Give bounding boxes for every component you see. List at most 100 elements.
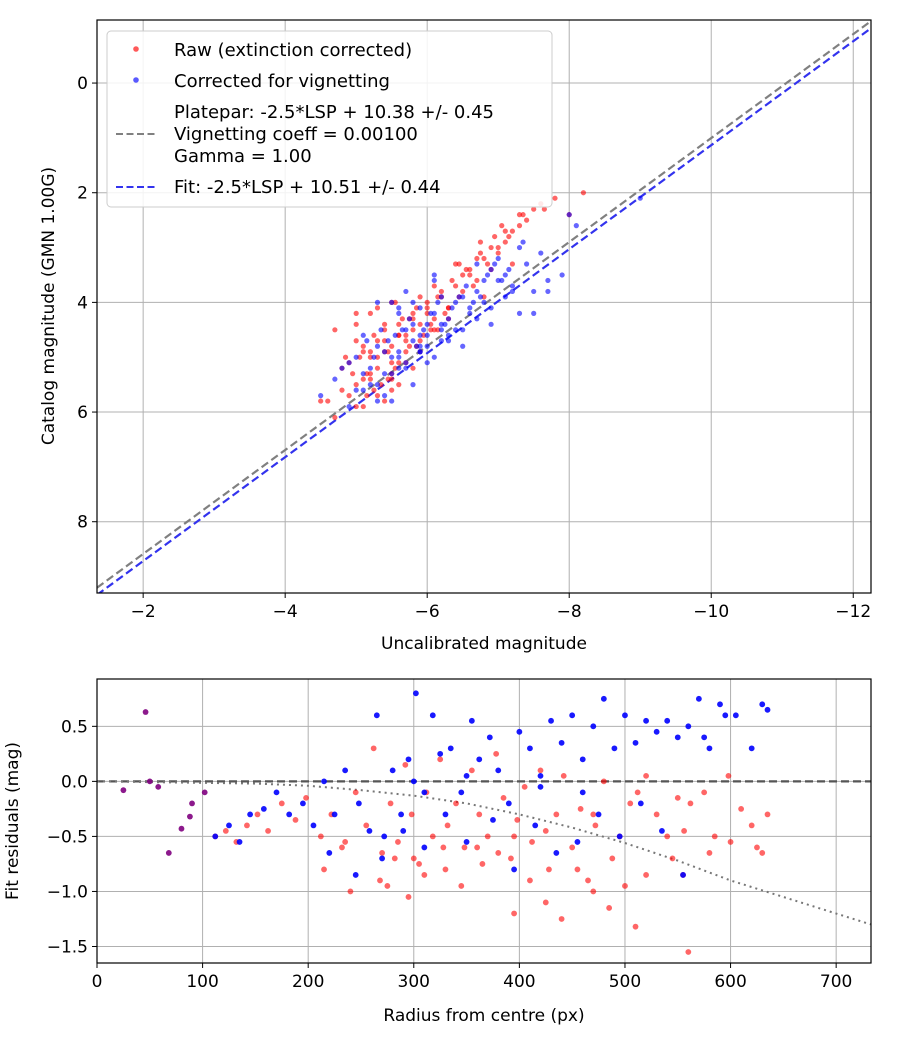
top-series-1-point	[392, 332, 398, 338]
bottom-x-axis-label: Radius from centre (px)	[383, 1006, 584, 1026]
bottom-series-1-point	[326, 850, 333, 856]
bottom-series-1-point	[701, 734, 708, 741]
bottom-series-0-point	[609, 855, 616, 862]
bottom-series-2-point	[178, 825, 185, 832]
top-series-1-point	[424, 360, 430, 366]
bottom-series-1-point	[381, 833, 388, 840]
top-series-1-point	[538, 250, 544, 256]
bottom-series-0-point	[395, 839, 401, 845]
bottom-series-1-point	[247, 811, 254, 818]
bottom-series-0-point	[292, 816, 299, 823]
top-y-tick-label: 8	[77, 513, 88, 533]
top-series-1-point	[431, 354, 437, 360]
top-series-1-point	[389, 299, 395, 305]
bottom-series-1-point	[463, 772, 470, 779]
bottom-y-tick-label: −0.5	[47, 827, 88, 847]
top-series-0-point	[353, 338, 359, 344]
bottom-series-1-point	[505, 800, 512, 807]
top-series-0-point	[481, 255, 487, 262]
bottom-series-1-point	[759, 701, 766, 708]
top-series-0-point	[424, 299, 430, 305]
bottom-series-0-point	[342, 839, 349, 845]
bottom-series-1-point	[553, 850, 560, 856]
top-series-0-point	[399, 316, 405, 322]
fit-line	[97, 27, 871, 593]
bottom-series-0-point	[244, 822, 250, 829]
bottom-series-0-point	[701, 789, 708, 796]
bottom-series-0-point	[379, 850, 386, 856]
bottom-series-1-point	[537, 772, 544, 779]
top-series-0-point	[452, 261, 459, 267]
bottom-series-0-point	[303, 794, 309, 801]
bottom-series-1-point	[558, 739, 565, 746]
top-series-1-point	[445, 316, 452, 322]
bottom-series-0-point	[444, 822, 451, 829]
top-series-0-point	[431, 316, 437, 322]
top-series-0-point	[467, 272, 473, 278]
bottom-series-1-point	[366, 828, 373, 834]
bottom-series-0-point	[569, 844, 576, 851]
bottom-series-0-point	[738, 805, 745, 812]
top-series-0-point	[502, 239, 508, 245]
top-series-0-point	[403, 332, 409, 338]
top-series-1-point	[484, 272, 491, 278]
top-series-1-point	[488, 321, 494, 327]
top-series-0-point	[374, 393, 381, 399]
top-scatter-points	[318, 190, 643, 421]
bottom-series-0-point	[511, 910, 517, 917]
top-series-0-point	[410, 327, 416, 333]
top-series-0-point	[374, 338, 381, 344]
bottom-series-2-point	[142, 709, 149, 715]
top-series-1-point	[396, 365, 402, 371]
top-series-0-point	[524, 217, 530, 223]
top-series-0-point	[381, 398, 388, 404]
top-series-1-point	[545, 288, 551, 295]
bottom-series-1-point	[212, 833, 219, 840]
bottom-series-0-point	[634, 789, 641, 796]
top-series-1-point	[637, 195, 643, 201]
top-chart: −2 −4 −6 −8 −10 −12 0 2 4 6 8 Uncalibrated magnitu…	[39, 19, 872, 654]
top-series-1-point	[339, 365, 345, 371]
bottom-series-2-point	[201, 789, 208, 796]
top-series-1-point	[410, 338, 416, 344]
bottom-series-0-point	[511, 833, 517, 840]
top-series-1-point	[367, 365, 373, 371]
top-series-0-point	[353, 403, 359, 410]
top-series-1-point	[488, 266, 494, 273]
bottom-x-tick-label: 600	[714, 972, 746, 992]
bottom-series-0-point	[706, 850, 713, 856]
top-series-1-point	[531, 310, 537, 316]
top-series-1-point	[332, 376, 338, 382]
bottom-series-0-point	[442, 866, 449, 873]
bottom-series-0-point	[622, 883, 628, 889]
top-series-1-point	[389, 354, 395, 360]
bottom-x-tick-label: 400	[503, 972, 535, 992]
top-fit-lines	[97, 20, 871, 593]
top-series-0-point	[499, 223, 505, 229]
bottom-x-tick-label: 500	[609, 972, 641, 992]
top-series-0-point	[374, 365, 381, 371]
top-series-0-point	[477, 250, 484, 256]
top-series-0-point	[353, 310, 359, 316]
bottom-series-0-point	[476, 811, 483, 818]
bottom-series-0-point	[474, 844, 481, 851]
bottom-series-1-point	[321, 778, 327, 785]
top-series-1-point	[360, 387, 366, 393]
top-x-tick-label: −12	[835, 602, 871, 622]
bottom-series-0-point	[453, 800, 459, 807]
top-series-0-point	[502, 228, 508, 234]
bottom-series-0-point	[558, 916, 565, 922]
top-series-1-point	[449, 305, 455, 311]
bottom-series-0-point	[479, 861, 486, 867]
bottom-series-1-point	[310, 822, 317, 829]
bottom-x-tick-label: 300	[398, 972, 430, 992]
top-series-1-point	[389, 371, 395, 377]
top-series-0-point	[360, 343, 366, 349]
bottom-series-0-point	[748, 822, 755, 829]
top-series-1-point	[474, 288, 480, 295]
bottom-series-1-point	[680, 872, 686, 878]
top-series-1-point	[559, 272, 565, 278]
top-series-1-point	[477, 294, 484, 300]
top-series-0-point	[417, 321, 423, 327]
